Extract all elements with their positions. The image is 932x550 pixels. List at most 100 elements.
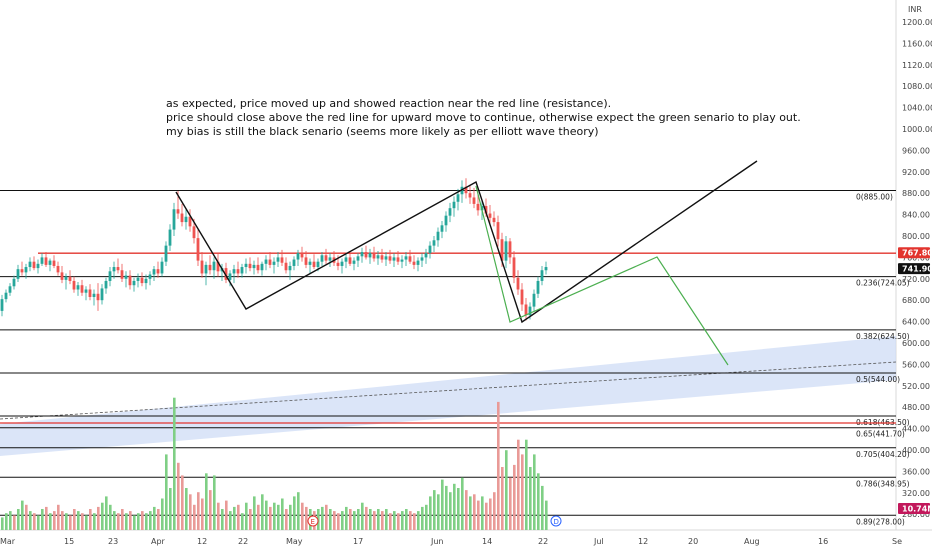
volume-bar — [61, 511, 64, 530]
volume-bar — [93, 513, 96, 530]
candle-body — [300, 253, 304, 258]
candle-body — [72, 280, 76, 290]
time-tick-label: 20 — [688, 537, 698, 546]
volume-bar — [453, 483, 456, 530]
volume-bar — [465, 490, 468, 530]
volume-bar — [497, 401, 500, 530]
candle-body — [80, 285, 84, 293]
candle-body — [180, 213, 184, 223]
candle-body — [348, 257, 352, 264]
volume-bar — [209, 490, 212, 530]
candle-body — [496, 222, 500, 240]
volume-bar — [145, 513, 148, 530]
volume-bar — [121, 509, 124, 530]
svg-text:741.90: 741.90 — [902, 265, 932, 274]
price-tick-label: 520.00 — [902, 382, 930, 391]
time-tick-label: 23 — [108, 537, 118, 546]
candle-body — [276, 257, 280, 262]
candle-body — [344, 257, 348, 262]
volume-bar — [149, 511, 152, 530]
annotation-note: as expected, price moved up and showed r… — [166, 97, 801, 138]
candle-body — [236, 269, 240, 274]
candle-body — [108, 271, 112, 281]
volume-bar — [261, 494, 264, 530]
volume-bar — [437, 494, 440, 530]
volume-bar — [381, 511, 384, 530]
volume-bar — [173, 397, 176, 530]
volume-bar — [541, 485, 544, 530]
fib-level-label: 0.5(544.00) — [856, 375, 900, 384]
candle-body — [128, 275, 132, 286]
volume-bar — [9, 511, 12, 530]
time-tick-label: Jul — [593, 537, 604, 546]
volume-bar — [33, 513, 36, 530]
volume-bar — [137, 513, 140, 530]
volume-bar — [445, 485, 448, 530]
candle-body — [296, 253, 300, 260]
volume-bar — [77, 511, 80, 530]
candle-body — [284, 262, 288, 271]
candle-body — [472, 197, 476, 204]
candle-body — [508, 241, 512, 258]
volume-bar — [73, 509, 76, 530]
volume-bar — [53, 511, 56, 530]
volume-bar — [197, 492, 200, 530]
volume-bar — [249, 509, 252, 530]
candle-body — [428, 245, 432, 254]
price-tick-label: 320.00 — [902, 489, 930, 498]
earnings-event-marker[interactable]: E — [307, 515, 319, 527]
candle-body — [316, 261, 320, 268]
dividend-event-marker[interactable]: D — [550, 515, 562, 527]
volume-bar — [189, 494, 192, 530]
volume-bar — [85, 515, 88, 530]
candle-body — [60, 272, 64, 280]
candle-body — [380, 255, 384, 260]
candle-body — [44, 257, 48, 265]
volume-bar — [281, 498, 284, 530]
volume-bar — [305, 506, 308, 530]
volume-bar — [37, 515, 40, 530]
candle-body — [188, 216, 192, 227]
candle-body — [64, 276, 68, 280]
time-tick-label: Aug — [744, 537, 760, 546]
candle-body — [384, 256, 388, 260]
volume-bar — [153, 506, 156, 530]
candle-body — [376, 255, 380, 259]
candle-body — [540, 270, 544, 281]
price-tick-label: 600.00 — [902, 339, 930, 348]
volume-bar — [253, 496, 256, 530]
volume-bar — [485, 502, 488, 530]
time-tick-label: Apr — [151, 537, 166, 546]
price-tick-label: 480.00 — [902, 403, 930, 412]
volume-bar — [13, 515, 16, 530]
candle-body — [96, 293, 100, 301]
candle-body — [136, 277, 140, 281]
candle-body — [152, 269, 156, 275]
volume-bar — [493, 492, 496, 530]
annotation-line-1: as expected, price moved up and showed r… — [166, 97, 611, 110]
volume-bar — [285, 509, 288, 530]
candle-body — [68, 276, 72, 281]
volume-bar — [81, 513, 84, 530]
price-tick-label: 1040.00 — [902, 104, 932, 113]
price-tick-label: 960.00 — [902, 146, 930, 155]
candle-body — [364, 252, 368, 258]
candle-body — [4, 292, 8, 300]
volume-bar — [213, 475, 216, 530]
resistance-price-tag: 767.80 — [898, 247, 932, 259]
fib-level-label: 0(885.00) — [856, 193, 893, 202]
volume-bar — [233, 506, 236, 530]
volume-bar — [501, 467, 504, 530]
candle-body — [0, 299, 4, 311]
black-wave-count[interactable] — [175, 160, 758, 324]
volume-bar — [1, 517, 4, 530]
candle-body — [124, 275, 128, 279]
candle-body — [92, 293, 96, 297]
green-scenario-path[interactable] — [475, 185, 729, 366]
candle-body — [484, 206, 488, 214]
candle-body — [216, 261, 220, 272]
volume-bar — [241, 513, 244, 530]
candle-body — [24, 267, 28, 273]
